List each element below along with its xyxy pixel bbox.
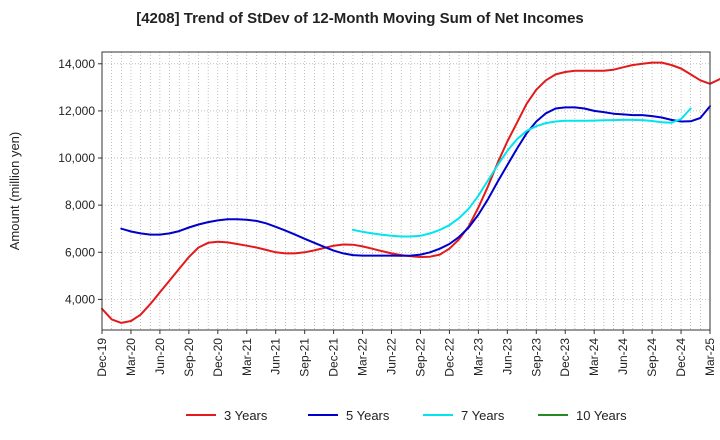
x-tick-label: Jun-22 [385, 338, 399, 375]
x-tick-label: Jun-23 [500, 338, 514, 375]
y-tick-label: 10,000 [58, 151, 95, 165]
grid-lines [102, 52, 710, 330]
y-tick-label: 8,000 [65, 198, 95, 212]
x-tick-label: Dec-23 [558, 338, 572, 377]
y-tick-label: 6,000 [65, 245, 95, 259]
x-tick-label: Dec-20 [211, 338, 225, 377]
y-tick-label: 12,000 [58, 104, 95, 118]
y-tick-label: 4,000 [65, 292, 95, 306]
legend: 3 Years 5 Years 7 Years 10 Years [186, 408, 627, 423]
series-line-5-years [120, 105, 711, 257]
x-tick-label: Mar-22 [356, 338, 370, 376]
x-tick-label: Mar-24 [587, 338, 601, 376]
x-tick-label: Sep-20 [182, 338, 196, 377]
legend-label: 10 Years [576, 408, 627, 423]
y-tick-label: 14,000 [58, 57, 95, 71]
x-tick-label: Jun-20 [153, 338, 167, 375]
legend-label: 7 Years [461, 408, 505, 423]
x-tick-label: Mar-23 [471, 338, 485, 376]
x-tick-label: Sep-23 [529, 338, 543, 377]
plot-area-frame [101, 51, 711, 331]
legend-label: 5 Years [346, 408, 390, 423]
y-axis: 4,000 6,000 8,000 10,000 12,000 14,000 [58, 57, 102, 306]
chart-title: [4208] Trend of StDev of 12-Month Moving… [136, 10, 584, 27]
x-tick-label: Jun-24 [616, 338, 630, 375]
series-lines [101, 61, 720, 324]
x-tick-label: Sep-21 [298, 338, 312, 377]
x-tick-label: Mar-20 [124, 338, 138, 376]
y-axis-title: Amount (million yen) [7, 132, 22, 251]
x-tick-label: Dec-22 [442, 338, 456, 377]
x-tick-label: Jun-21 [269, 338, 283, 375]
x-tick-label: Sep-24 [645, 338, 659, 377]
x-tick-label: Dec-21 [327, 338, 341, 377]
series-line-7-years [351, 107, 692, 238]
x-axis: Dec-19 Mar-20 Jun-20 Sep-20 Dec-20 Mar-21 Jun-… [95, 330, 717, 377]
x-tick-label: Dec-24 [674, 338, 688, 377]
x-tick-label: Mar-25 [703, 338, 717, 376]
x-tick-label: Sep-22 [413, 338, 427, 377]
legend-label: 3 Years [224, 408, 268, 423]
x-tick-label: Dec-19 [95, 338, 109, 377]
x-tick-label: Mar-21 [240, 338, 254, 376]
